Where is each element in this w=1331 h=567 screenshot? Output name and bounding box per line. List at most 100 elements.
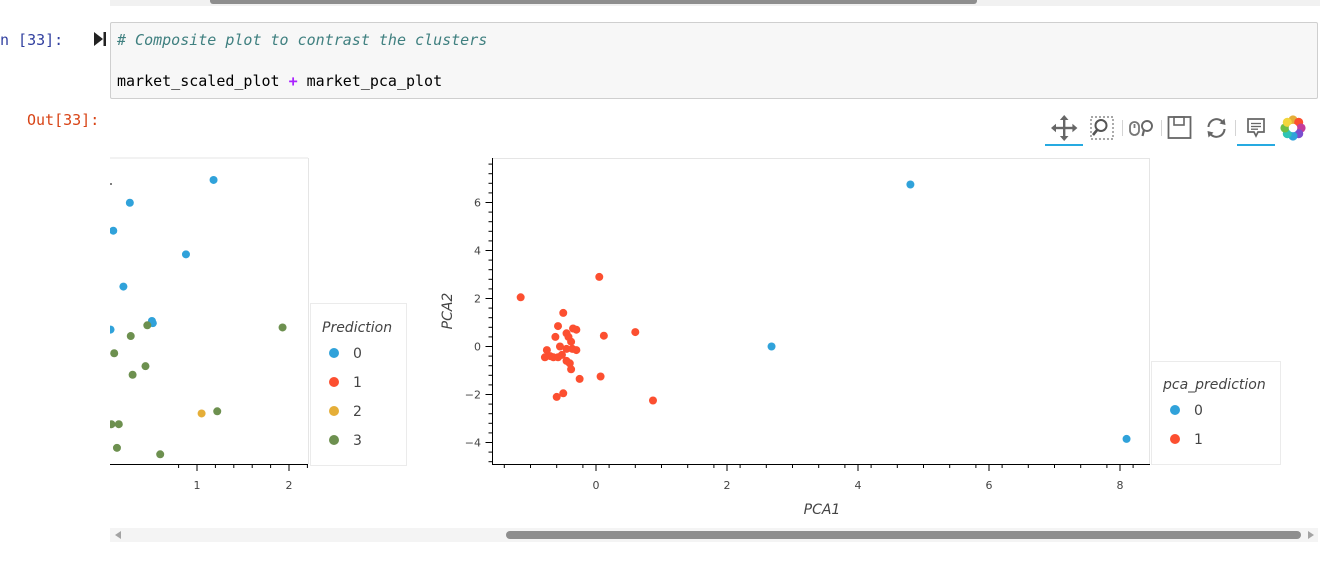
scatter-point[interactable]	[555, 342, 564, 351]
code-comment: # Composite plot to contrast the cluster…	[117, 31, 488, 49]
scatter-point[interactable]	[128, 370, 137, 379]
scatter-point[interactable]	[559, 389, 568, 398]
legend-label: 1	[353, 375, 362, 391]
scatter-point[interactable]	[1122, 434, 1131, 443]
scatter-point[interactable]	[596, 372, 605, 381]
scatter-point[interactable]	[109, 226, 118, 235]
scatter-point[interactable]	[213, 407, 222, 416]
scatter-point[interactable]	[572, 325, 581, 334]
composite-plot[interactable]: 1 2 Prediction 0 1 2 3 0 2 4 6 8 6 4 2 0 −2 −4 PCA1 PC…	[0, 150, 1331, 530]
scatter-point[interactable]	[557, 350, 566, 359]
y-axis-title: PCA2	[440, 293, 456, 330]
scatter-point[interactable]	[107, 325, 115, 334]
scatter-point[interactable]	[595, 272, 604, 281]
scatter-point[interactable]	[516, 293, 525, 302]
y-tick-label: 2	[474, 293, 481, 306]
x-tick-label: 4	[855, 479, 862, 492]
scatter-point[interactable]	[648, 396, 657, 405]
x-tick-label: 0	[593, 479, 600, 492]
x-tick-label: 1	[194, 479, 201, 492]
scroll-right-arrow-icon[interactable]	[1308, 531, 1314, 539]
scaled-plot: 1 2 Prediction 0 1 2 3	[107, 157, 407, 527]
legend-marker	[329, 377, 339, 387]
save-tool[interactable]	[1165, 114, 1195, 142]
pan-tool[interactable]	[1045, 114, 1083, 146]
scatter-point[interactable]	[554, 322, 563, 331]
reset-tool[interactable]	[1202, 114, 1232, 142]
x-tick-label: 6	[986, 479, 993, 492]
scatter-point[interactable]	[141, 362, 150, 371]
bokeh-logo[interactable]	[1278, 114, 1308, 142]
hover-tool[interactable]	[1237, 114, 1275, 146]
output-prompt: Out[33]:	[27, 111, 100, 129]
scatter-point[interactable]	[107, 420, 116, 429]
scatter-point[interactable]	[599, 331, 608, 340]
scatter-point[interactable]	[551, 332, 560, 341]
top-scrollbar-thumb[interactable]	[210, 0, 977, 4]
legend-marker	[329, 348, 339, 358]
code-expression: market_scaled_plot + market_pca_plot	[117, 72, 442, 90]
reset-icon	[1207, 118, 1226, 138]
scatter-point[interactable]	[114, 420, 123, 429]
y-tick-label: 6	[474, 197, 481, 210]
pca-prediction-legend: pca_prediction 0 1	[1151, 361, 1281, 465]
hover-icon	[1247, 118, 1265, 138]
scroll-left-arrow-icon[interactable]	[115, 531, 121, 539]
wheel-zoom-icon	[1129, 120, 1153, 137]
legend-title: Prediction	[322, 320, 392, 336]
scatter-point[interactable]	[132, 519, 140, 527]
scatter-point[interactable]	[197, 409, 206, 418]
box-zoom-tool[interactable]	[1087, 114, 1117, 142]
scatter-point[interactable]	[567, 365, 576, 374]
run-cell-icon[interactable]	[93, 31, 107, 47]
scatter-point[interactable]	[767, 342, 776, 351]
scatter-point[interactable]	[119, 282, 128, 291]
plot-toolbar	[1040, 110, 1320, 146]
scatter-point[interactable]	[125, 198, 134, 207]
legend-marker	[1170, 405, 1180, 415]
scatter-point[interactable]	[278, 323, 287, 332]
y-tick-label: 0	[474, 341, 481, 354]
pca-plot: 0 2 4 6 8 6 4 2 0 −2 −4 PCA1 PCA2 pca_prediction 0…	[440, 158, 1281, 518]
horizontal-scrollbar-thumb[interactable]	[506, 531, 1301, 539]
scatter-point[interactable]	[559, 308, 568, 317]
save-icon	[1167, 116, 1192, 139]
scatter-point[interactable]	[143, 321, 152, 330]
legend-label: 3	[353, 433, 362, 449]
scatter-point[interactable]	[126, 332, 135, 341]
y-tick-label: 4	[474, 245, 481, 258]
scatter-point[interactable]	[542, 346, 551, 355]
scatter-point[interactable]	[567, 337, 576, 346]
legend-label: 1	[1194, 432, 1203, 448]
y-tick-label: −2	[465, 389, 481, 402]
scatter-point[interactable]	[110, 349, 119, 358]
x-tick-label: 8	[1117, 479, 1124, 492]
scatter-point[interactable]	[631, 328, 640, 337]
scatter-point[interactable]	[565, 359, 574, 368]
code-left-operand: market_scaled_plot	[117, 72, 280, 90]
pan-icon	[1051, 115, 1078, 141]
wheel-zoom-tool[interactable]	[1126, 114, 1156, 142]
code-right-operand: market_pca_plot	[306, 72, 443, 90]
scatter-point[interactable]	[540, 353, 549, 362]
scatter-point[interactable]	[572, 346, 581, 355]
code-cell-input[interactable]: # Composite plot to contrast the cluster…	[110, 22, 1318, 99]
legend-marker	[1170, 434, 1180, 444]
x-tick-label: 2	[286, 479, 293, 492]
y-tick-label: −4	[465, 437, 481, 450]
x-tick-label: 2	[724, 479, 731, 492]
scatter-point[interactable]	[181, 250, 190, 259]
x-axis-title: PCA1	[804, 502, 841, 518]
code-operator: +	[288, 72, 298, 90]
scatter-point[interactable]	[562, 344, 571, 353]
scatter-point[interactable]	[112, 443, 121, 452]
bokeh-logo-icon	[1280, 115, 1306, 141]
box-zoom-icon	[1090, 116, 1114, 140]
scatter-point[interactable]	[209, 175, 218, 184]
scatter-point[interactable]	[575, 374, 584, 383]
legend-label: 0	[1194, 403, 1203, 419]
scatter-point[interactable]	[906, 180, 915, 189]
scatter-point[interactable]	[156, 450, 165, 459]
scatter-point[interactable]	[552, 392, 561, 401]
legend-marker	[329, 435, 339, 445]
